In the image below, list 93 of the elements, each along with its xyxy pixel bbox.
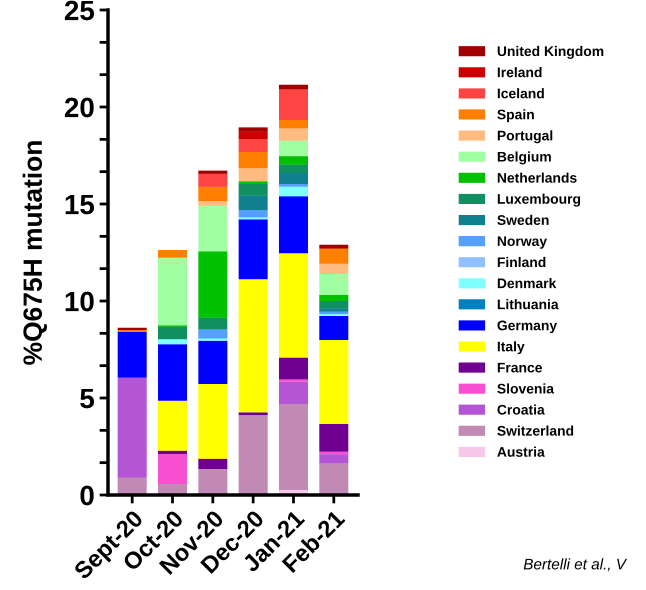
bar bbox=[238, 196, 268, 210]
legend-label: Portugal bbox=[498, 130, 552, 144]
bar bbox=[238, 184, 268, 196]
bar bbox=[238, 412, 268, 416]
bar bbox=[198, 458, 228, 470]
bar bbox=[198, 251, 228, 318]
y-tick-label: 0 bbox=[80, 486, 94, 506]
bar bbox=[319, 463, 348, 495]
bar bbox=[319, 454, 348, 464]
bar bbox=[118, 332, 147, 378]
legend-label: Netherlands bbox=[498, 172, 577, 183]
legend-label: Switzerland bbox=[497, 426, 574, 436]
bar bbox=[238, 132, 268, 140]
bar bbox=[278, 184, 308, 187]
legend-label: Slovenia bbox=[497, 383, 554, 394]
bar bbox=[278, 84, 308, 90]
bar bbox=[278, 89, 308, 120]
legend-label: Denmark bbox=[498, 278, 556, 288]
bar bbox=[278, 253, 308, 358]
text: Bertelli et al., V bbox=[524, 558, 628, 572]
bar bbox=[158, 250, 188, 258]
y-axis-title: %Q675H mutation bbox=[22, 141, 47, 365]
bar bbox=[158, 326, 188, 340]
y-tick-label: 20 bbox=[64, 98, 94, 118]
legend-label: Iceland bbox=[498, 88, 544, 98]
bar bbox=[118, 478, 147, 495]
y-tick-label: 15 bbox=[66, 194, 94, 214]
bar bbox=[198, 384, 228, 459]
bar bbox=[278, 172, 308, 184]
bar bbox=[238, 415, 268, 495]
bar bbox=[278, 382, 308, 404]
bar bbox=[158, 450, 188, 454]
bar bbox=[198, 170, 228, 174]
y-tick-label: 25 bbox=[64, 0, 94, 20]
legend-label: Germany bbox=[497, 320, 558, 334]
bar bbox=[238, 152, 268, 168]
bar bbox=[158, 344, 188, 401]
bar bbox=[198, 469, 228, 495]
bar bbox=[319, 248, 348, 264]
bar bbox=[238, 181, 268, 184]
legend-label: Luxembourg bbox=[498, 194, 580, 207]
legend-label: Lithuania bbox=[498, 299, 559, 310]
legend-label: Ireland bbox=[498, 67, 542, 78]
legend-label: France bbox=[498, 362, 542, 373]
bar bbox=[198, 318, 228, 330]
bar bbox=[319, 316, 348, 340]
bar bbox=[198, 338, 228, 341]
legend-label: Spain bbox=[497, 109, 534, 122]
legend-label: Austria bbox=[497, 446, 545, 457]
bar bbox=[278, 140, 308, 156]
legend-label: Croatia bbox=[497, 404, 545, 415]
legend-label: Norway bbox=[498, 236, 547, 249]
bar bbox=[238, 279, 268, 412]
y-tick-label: 5 bbox=[80, 388, 94, 408]
bar bbox=[238, 127, 268, 132]
bar bbox=[278, 196, 308, 254]
bar bbox=[278, 120, 308, 128]
bar bbox=[319, 274, 348, 295]
bar bbox=[319, 424, 348, 452]
bar bbox=[238, 219, 268, 280]
bar bbox=[319, 301, 348, 308]
bar bbox=[198, 206, 228, 252]
bar bbox=[319, 452, 348, 454]
bar bbox=[158, 339, 188, 344]
bar bbox=[198, 174, 228, 187]
legend-label: United Kingdom bbox=[498, 46, 604, 59]
bar bbox=[198, 186, 228, 202]
legend-label: Sweden bbox=[497, 214, 549, 225]
bar bbox=[319, 340, 348, 424]
bar bbox=[238, 168, 268, 182]
bar bbox=[278, 358, 308, 380]
y-tick-label: 10 bbox=[66, 292, 94, 312]
bar bbox=[278, 404, 308, 490]
bar bbox=[158, 454, 188, 484]
legend-label: Italy bbox=[498, 341, 525, 354]
bar bbox=[319, 264, 348, 274]
bar bbox=[198, 340, 228, 384]
bar bbox=[278, 164, 308, 173]
bar bbox=[198, 329, 228, 338]
bar bbox=[158, 400, 188, 451]
legend-label: Belgium bbox=[498, 151, 551, 164]
bar bbox=[158, 258, 188, 326]
bar bbox=[319, 244, 348, 249]
bar bbox=[278, 186, 308, 196]
bar bbox=[198, 201, 228, 206]
bar bbox=[278, 156, 308, 165]
bar bbox=[118, 378, 147, 478]
bar bbox=[319, 308, 348, 312]
legend-label: Finland bbox=[498, 256, 546, 268]
bar bbox=[238, 210, 268, 218]
bar bbox=[238, 139, 268, 152]
bar bbox=[278, 128, 308, 141]
bar bbox=[319, 294, 348, 301]
